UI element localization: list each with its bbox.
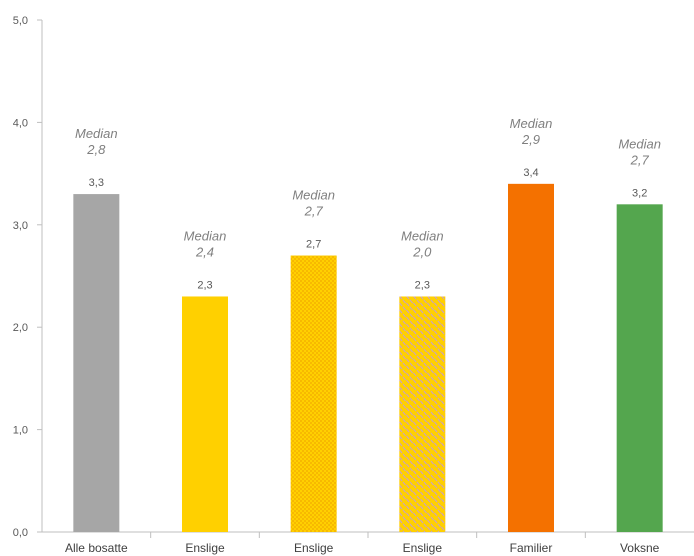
x-tick-label: Enslige [294,541,334,555]
data-label: 3,2 [632,187,647,199]
bars-group [73,183,663,532]
median-annotation-value: 2,4 [195,244,214,259]
median-annotation-label: Median [75,126,118,141]
bar [399,296,446,532]
median-annotation-label: Median [618,136,661,151]
y-tick-label: 2,0 [13,322,28,334]
x-tick-label: Enslige [185,541,225,555]
data-label: 3,3 [89,177,104,189]
median-annotation-value: 2,7 [630,152,650,167]
y-tick-label: 3,0 [13,220,28,232]
bar [182,296,228,532]
bar [616,204,663,532]
x-tick-label: Alle bosatte [65,541,128,555]
bar [508,183,554,532]
x-tick-label: Familier [510,541,553,555]
x-tick-label: Enslige [403,541,443,555]
bar [73,194,120,532]
median-annotation-label: Median [401,228,444,243]
data-label: 3,4 [523,167,538,179]
x-axis-ticks [150,532,586,538]
median-annotation-label: Median [184,228,227,243]
bar [290,255,337,532]
median-annotation-label: Median [510,116,553,131]
median-annotation-value: 2,8 [86,142,106,157]
y-axis-ticks: 0,0 1,0 2,0 3,0 4,0 5,0 [13,15,42,539]
median-annotation-label: Median [292,188,335,203]
median-annotation-value: 2,9 [521,132,540,147]
y-tick-label: 5,0 [13,15,28,27]
y-tick-label: 1,0 [13,425,28,437]
median-annotation-value: 2,0 [412,244,432,259]
data-label: 2,3 [415,279,430,291]
data-label: 2,3 [197,279,212,291]
y-tick-label: 0,0 [13,527,28,539]
data-label: 2,7 [306,239,321,251]
y-tick-label: 4,0 [13,117,28,129]
x-tick-label: Voksne [620,541,660,555]
median-annotation-value: 2,7 [304,204,324,219]
